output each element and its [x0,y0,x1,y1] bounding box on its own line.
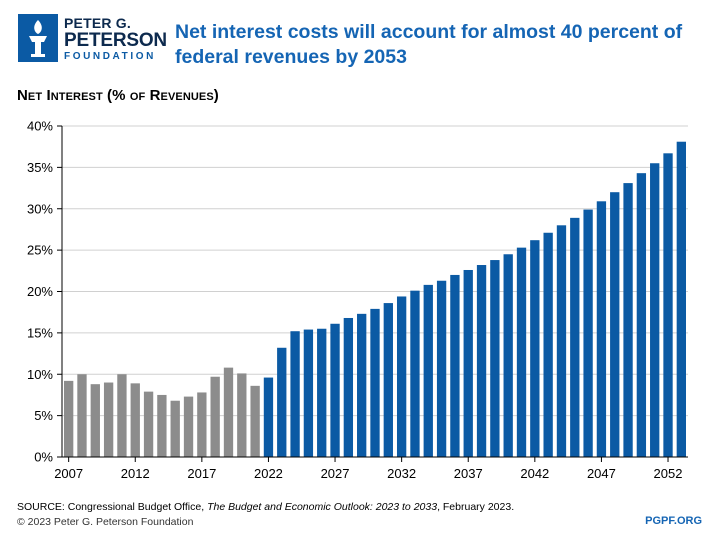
y-tick-label: 5% [34,408,53,423]
source-note: SOURCE: Congressional Budget Office, The… [17,501,514,513]
chart-title: Net Interest (% of Revenues) [17,87,219,104]
bar-2034 [423,284,433,457]
bar-2020 [237,373,247,457]
bar-2041 [516,247,527,457]
bar-2048 [610,192,620,457]
x-tick-label: 2032 [387,466,416,481]
bar-2019 [223,367,234,457]
bar-2038 [476,265,487,457]
x-tick-label: 2027 [321,466,350,481]
bar-2052 [663,153,673,457]
bar-2031 [383,303,393,457]
bar-2024 [290,331,300,457]
x-tick-label: 2017 [187,466,216,481]
website-link[interactable]: PGPF.ORG [645,515,702,527]
bar-2010 [103,382,114,457]
x-tick-label: 2037 [454,466,483,481]
bar-chart: 0%5%10%15%20%25%30%35%40% 2007 2012 2017 20… [27,119,688,481]
bar-2008 [77,374,87,457]
bar-2053 [676,141,686,457]
bar-2050 [636,173,647,458]
bar-2012 [130,383,140,457]
bar-2026 [317,328,327,457]
y-tick-label: 35% [27,160,53,175]
y-tick-label: 0% [34,450,53,465]
y-tick-label: 20% [27,284,53,299]
bar-2046 [583,209,593,457]
source-prefix: SOURCE: Congressional Budget Office, [17,501,208,513]
bar-2036 [450,274,460,457]
bar-2009 [90,384,100,457]
bar-2030 [370,308,380,457]
bar-2035 [436,280,447,457]
bar-2033 [410,290,420,457]
bar-2044 [556,225,567,457]
bars [64,141,686,458]
bar-2045 [570,217,580,457]
page-title: Net interest costs will account for almo… [175,21,683,68]
bar-2011 [117,374,127,457]
bar-2015 [170,400,180,457]
logo-line-3: FOUNDATION [64,51,156,62]
source-suffix: , February 2023. [437,501,515,513]
bar-2016 [183,396,194,457]
copyright: © 2023 Peter G. Peterson Foundation [17,516,194,528]
bar-2051 [650,163,660,458]
bar-2049 [623,183,633,457]
bar-2021 [250,385,260,457]
x-tick-label: 2052 [654,466,683,481]
bar-2027 [330,323,340,457]
y-tick-label: 10% [27,367,53,382]
y-tick-label: 25% [27,243,53,258]
logo-wordmark: PETER G. PETERSON [64,15,167,51]
x-tick-label: 2022 [254,466,283,481]
x-tick-label: 2012 [121,466,150,481]
bar-2007 [64,380,74,457]
y-tick-label: 40% [27,119,53,134]
x-tick-label: 2042 [520,466,549,481]
y-tick-label: 30% [27,201,53,216]
bar-2029 [357,313,367,457]
logo-line-2: PETERSON [64,30,167,51]
bar-2039 [490,260,500,457]
x-tick-label: 2007 [54,466,83,481]
bar-2022 [263,377,274,457]
pgpf-logo: PETER G. PETERSON FOUNDATION [18,14,167,66]
bar-2042 [530,240,540,457]
bar-2017 [197,392,207,457]
bar-2040 [503,254,513,457]
bar-2043 [543,232,553,457]
bar-2018 [210,376,220,457]
bar-2028 [343,317,354,457]
source-title: The Budget and Economic Outlook: 2023 to… [207,501,438,513]
x-tick-label: 2047 [587,466,616,481]
bar-2023 [277,347,287,457]
logo-line-1: PETER G. [64,15,131,31]
torch-icon [18,14,58,62]
bar-2013 [143,391,154,457]
bar-2032 [396,296,407,457]
bar-2037 [463,269,473,457]
x-axis-ticks: 2007 2012 2017 2022 2027 2032 2037 2042 2047 2052 [54,456,688,481]
y-tick-label: 15% [27,325,53,340]
bar-2025 [303,329,314,457]
bar-2014 [157,394,167,457]
bar-2047 [596,201,607,457]
y-axis-ticks: 0% 5% 10% 15% 20% 25% 30% 35% 40% [27,119,63,465]
